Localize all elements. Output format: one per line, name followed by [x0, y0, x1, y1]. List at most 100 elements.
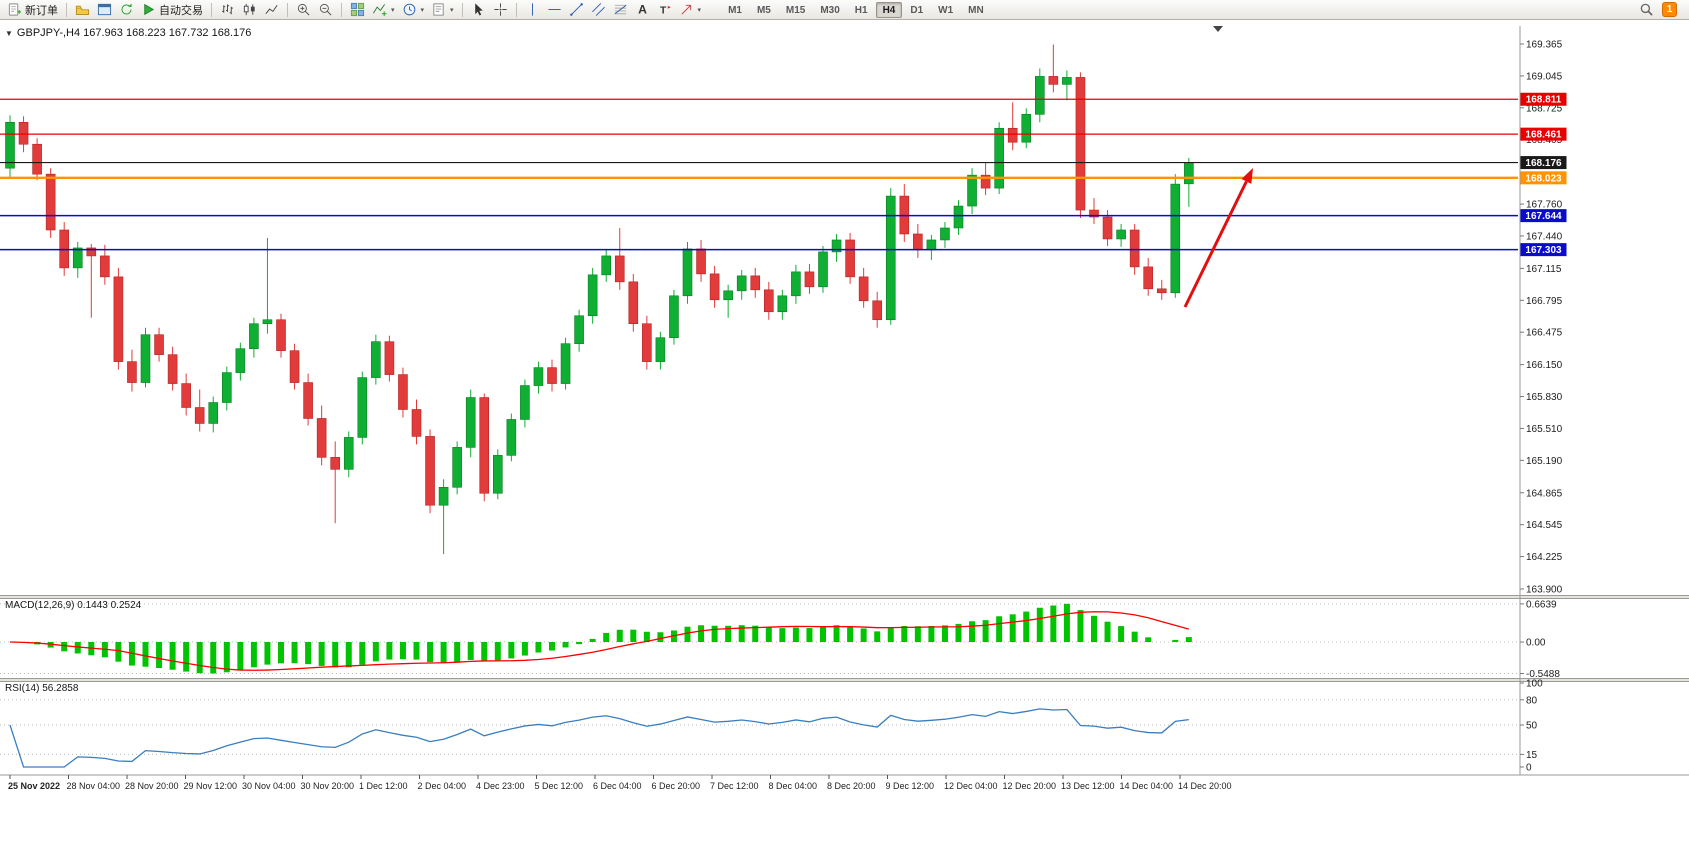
notification-badge[interactable]: 1	[1662, 2, 1677, 17]
candle	[45, 173, 56, 231]
zoom-in-button[interactable]	[293, 1, 314, 19]
price-axis-label: 168.725	[1526, 103, 1563, 114]
candle	[1102, 216, 1113, 240]
timeframe-m1-button[interactable]: M1	[728, 4, 742, 16]
svg-text:167.644: 167.644	[1525, 211, 1562, 222]
timeframe-w1-button[interactable]: W1	[938, 4, 954, 16]
price-axis[interactable]: 169.365 169.045 168.725 168.405 167.760 167.4…	[1519, 26, 1563, 775]
candle	[967, 174, 977, 207]
panel-splitter[interactable]	[0, 595, 1689, 599]
candle	[154, 334, 164, 355]
candle	[398, 374, 408, 410]
channel-tool-button[interactable]	[588, 1, 609, 19]
periods-button[interactable]: ▾	[399, 1, 428, 19]
candle	[1156, 288, 1167, 294]
candle	[100, 255, 110, 278]
tile-windows-button[interactable]	[347, 1, 368, 19]
panel-splitter[interactable]	[0, 678, 1689, 682]
candle	[533, 367, 544, 386]
trend-arrow-annotation[interactable]	[1183, 168, 1253, 308]
zoom-out-icon	[319, 3, 332, 16]
candle	[5, 121, 15, 169]
crosshair-tool-button[interactable]	[490, 1, 511, 19]
bars-icon	[222, 4, 233, 15]
candle	[262, 319, 273, 325]
templates-button[interactable]: ▾	[428, 1, 457, 19]
svg-text:T: T	[659, 5, 666, 16]
candle-chart-button[interactable]	[239, 1, 260, 19]
candle	[86, 247, 97, 257]
vertical-line-tool-button[interactable]	[522, 1, 543, 19]
time-axis-label: 2 Dec 04:00	[418, 781, 467, 791]
trendline-tool-button[interactable]	[566, 1, 587, 19]
label-tool-button[interactable]: T	[654, 1, 675, 19]
macd-axis[interactable]: 0.6639 0.00 -0.5488	[1520, 599, 1560, 680]
candle	[357, 377, 368, 438]
toolbar-separator	[287, 2, 288, 17]
toolbar-button-label: 自动交易	[159, 4, 203, 17]
candle	[913, 233, 923, 251]
candle	[1062, 77, 1072, 85]
candle	[1007, 127, 1018, 143]
zoom-out-button[interactable]	[315, 1, 336, 19]
new-order-button[interactable]: 新订单	[4, 1, 61, 19]
svg-text:168.023: 168.023	[1525, 173, 1562, 184]
candle	[980, 174, 991, 189]
line-chart-button[interactable]	[261, 1, 282, 19]
time-axis-label: 9 Dec 12:00	[886, 781, 935, 791]
timeframe-h1-button[interactable]: H1	[854, 4, 868, 16]
arrows-tool-button[interactable]: ▾	[676, 1, 705, 19]
cursor-icon	[474, 3, 483, 16]
bar-chart-button[interactable]	[217, 1, 238, 19]
price-axis-label: 164.225	[1526, 552, 1563, 563]
horizontal-line-tool-button[interactable]	[544, 1, 565, 19]
candle	[479, 397, 490, 494]
candle	[1035, 76, 1045, 115]
crosshair-icon	[493, 3, 507, 16]
macd-histogram	[20, 603, 1192, 674]
candle	[777, 295, 788, 313]
cursor-tool-button[interactable]	[468, 1, 489, 19]
timeframe-group: M1 M5 M15 M30 H1 H4 D1 W1 MN	[721, 1, 991, 18]
time-axis[interactable]: 25 Nov 2022 28 Nov 04:00 28 Nov 20:00 29 No…	[0, 774, 1689, 791]
timeframe-m5-button[interactable]: M5	[756, 4, 771, 16]
tile-icon	[350, 2, 365, 17]
time-axis-label: 7 Dec 12:00	[710, 781, 759, 791]
timeframe-m15-button[interactable]: M15	[785, 4, 806, 16]
candle	[574, 315, 584, 344]
price-axis-label: 165.190	[1526, 456, 1563, 467]
candle	[438, 486, 449, 506]
candle	[791, 271, 801, 297]
profiles-icon	[75, 5, 90, 15]
candle	[330, 457, 341, 470]
candle	[371, 341, 381, 378]
text-tool-button[interactable]: A	[632, 1, 653, 19]
candle	[167, 354, 178, 384]
time-axis-label: 1 Dec 12:00	[359, 781, 408, 791]
market-watch-button[interactable]	[94, 1, 115, 19]
price-badge-168.811: 168.811	[1520, 92, 1567, 106]
timeframe-m30-button[interactable]: M30	[820, 4, 840, 16]
chart-profiles-button[interactable]	[72, 1, 93, 19]
rsi-axis[interactable]: 100 80 50 15 0	[1520, 679, 1543, 774]
refresh-button[interactable]	[116, 1, 137, 19]
timeframe-d1-button[interactable]: D1	[910, 4, 924, 16]
timeframe-h4-button[interactable]: H4	[875, 1, 903, 18]
chart-canvas[interactable]: 169.365 169.045 168.725 168.405 167.760 167.4…	[0, 20, 1689, 860]
indicators-button[interactable]: ▾	[369, 1, 398, 19]
svg-text:168.811: 168.811	[1526, 95, 1562, 106]
chart-shift-marker-icon[interactable]	[1213, 26, 1223, 32]
candle	[343, 437, 354, 470]
candle	[1048, 76, 1059, 85]
candle	[384, 341, 395, 375]
candle	[750, 275, 761, 291]
collapse-arrow-icon[interactable]: ▼	[5, 28, 13, 38]
svg-text:A: A	[638, 3, 647, 17]
candle	[1075, 77, 1086, 211]
price-badge-168.176: 168.176	[1520, 156, 1567, 170]
search-icon[interactable]	[1639, 2, 1654, 17]
fibonacci-tool-button[interactable]	[610, 1, 631, 19]
timeframe-mn-button[interactable]: MN	[968, 4, 984, 16]
auto-trading-button[interactable]: 自动交易	[138, 1, 206, 19]
candle	[1116, 229, 1126, 240]
